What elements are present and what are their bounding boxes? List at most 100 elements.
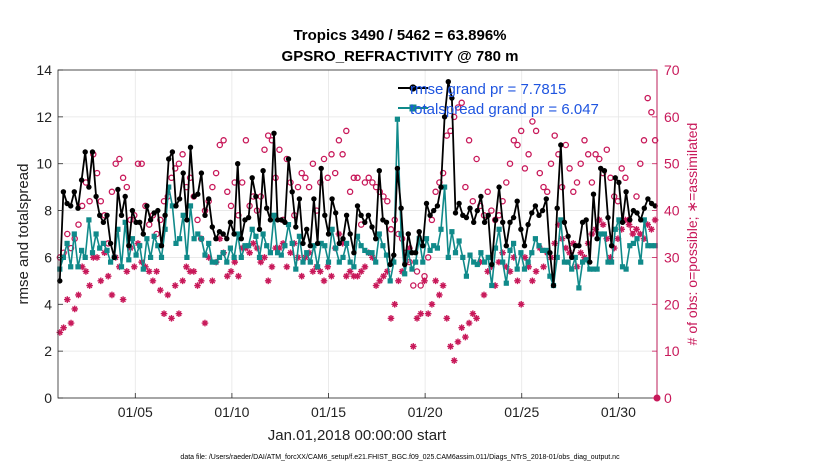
- rmse-point: [354, 203, 361, 209]
- rmse-point: [638, 217, 644, 223]
- rmse-point: [144, 203, 150, 209]
- totalspread-point: [554, 254, 560, 260]
- assimilated-obs-point: [369, 254, 376, 261]
- possible-obs-point: [224, 188, 231, 196]
- possible-obs-point: [350, 174, 358, 182]
- rmse-point: [376, 168, 382, 174]
- rmse-point: [195, 191, 201, 197]
- rmse-point: [100, 219, 107, 225]
- rmse-point: [500, 219, 506, 225]
- assimilated-obs-point: [372, 282, 380, 289]
- assimilated-obs-point: [209, 277, 216, 285]
- totalspread-point: [373, 259, 379, 265]
- assimilated-obs-point: [268, 263, 276, 271]
- rmse-point: [249, 175, 255, 181]
- y-axis-right-label: # of obs: o=possible; ∗=assimilated: [684, 123, 700, 346]
- rmse-point: [227, 219, 234, 225]
- possible-obs-point: [514, 141, 521, 149]
- rmse-point: [140, 231, 146, 237]
- assimilated-obs-point: [406, 244, 413, 252]
- assimilated-obs-point: [97, 277, 105, 285]
- assimilated-obs-point: [517, 300, 525, 308]
- assimilated-obs-point: [651, 216, 659, 224]
- assimilated-obs-point: [93, 254, 101, 261]
- x-tick-label: 01/10: [214, 404, 249, 420]
- possible-obs-point: [276, 146, 283, 153]
- assimilated-obs-point: [90, 254, 97, 261]
- rmse-point: [173, 203, 179, 209]
- possible-obs-point: [618, 165, 625, 172]
- assimilated-obs-point: [287, 249, 294, 257]
- possible-obs-point: [581, 137, 588, 144]
- rmse-point: [358, 212, 364, 218]
- rmse-point: [82, 149, 88, 155]
- totalspread-point: [311, 243, 317, 249]
- rmse-point: [256, 226, 263, 232]
- assimilated-obs-point: [383, 268, 391, 275]
- y-tick-label: 10: [36, 156, 52, 172]
- possible-obs-point: [651, 137, 659, 144]
- totalspread-point: [329, 226, 335, 232]
- possible-obs-point: [517, 127, 525, 135]
- assimilated-obs-point: [640, 235, 648, 242]
- totalspread-point: [304, 250, 310, 256]
- assimilated-obs-point: [644, 221, 651, 228]
- possible-obs-point: [417, 282, 424, 289]
- assimilated-obs-point: [160, 310, 168, 317]
- totalspread-point: [155, 243, 161, 249]
- rmse-point: [365, 212, 372, 218]
- totalspread-point: [68, 264, 74, 270]
- rmse-point: [605, 214, 611, 221]
- possible-obs-point: [439, 169, 447, 177]
- rmse-point: [126, 243, 132, 249]
- assimilated-obs-point: [104, 272, 112, 280]
- assimilated-obs-point: [238, 244, 246, 252]
- rmse-point: [431, 207, 437, 214]
- totalspread-point: [347, 259, 353, 265]
- rmse-point: [166, 156, 172, 162]
- totalspread-point: [623, 266, 629, 272]
- totalspread-point: [601, 231, 607, 237]
- totalspread-point: [416, 236, 422, 242]
- assimilated-obs-point: [607, 254, 614, 261]
- rmse-point: [565, 233, 571, 239]
- totalspread-point: [482, 259, 488, 265]
- totalspread-point: [449, 229, 455, 235]
- rmse-point: [176, 196, 183, 202]
- possible-obs-point: [209, 183, 216, 191]
- rmse-point: [485, 212, 491, 218]
- assimilated-obs-point: [201, 319, 209, 327]
- rmse-point: [569, 254, 575, 261]
- totalspread-point: [380, 243, 386, 249]
- assimilated-obs-point: [168, 315, 175, 322]
- possible-obs-point: [75, 221, 82, 228]
- rmse-point: [449, 95, 455, 101]
- assimilated-obs-point: [473, 315, 480, 322]
- totalspread-point: [202, 252, 208, 258]
- assimilated-obs-point: [309, 268, 317, 275]
- totalspread-point: [525, 259, 531, 265]
- legend-spread-marker: [409, 104, 417, 112]
- possible-obs-point: [458, 99, 465, 107]
- totalspread-point: [619, 264, 626, 270]
- footnote: data file: /Users/raeder/DAI/ATM_forcXX/…: [180, 454, 620, 461]
- totalspread-point: [351, 264, 357, 270]
- assimilated-obs-point: [577, 249, 585, 257]
- rmse-point: [137, 219, 143, 225]
- rmse-point: [463, 214, 470, 221]
- possible-obs-point: [551, 132, 558, 139]
- totalspread-point: [452, 250, 459, 256]
- totalspread-point: [402, 271, 408, 277]
- assimilated-obs-point: [376, 277, 384, 285]
- rmse-point: [115, 186, 121, 193]
- rmse-point: [162, 212, 168, 218]
- rmse-point: [481, 219, 488, 225]
- assimilated-obs-point: [56, 329, 64, 336]
- possible-obs-point: [242, 137, 250, 144]
- y-tick-label: 14: [36, 62, 52, 78]
- rmse-point: [231, 231, 237, 237]
- totalspread-point: [376, 231, 382, 237]
- possible-obs-point: [305, 183, 313, 191]
- totalspread-point: [561, 259, 567, 265]
- rmse-point: [68, 203, 74, 209]
